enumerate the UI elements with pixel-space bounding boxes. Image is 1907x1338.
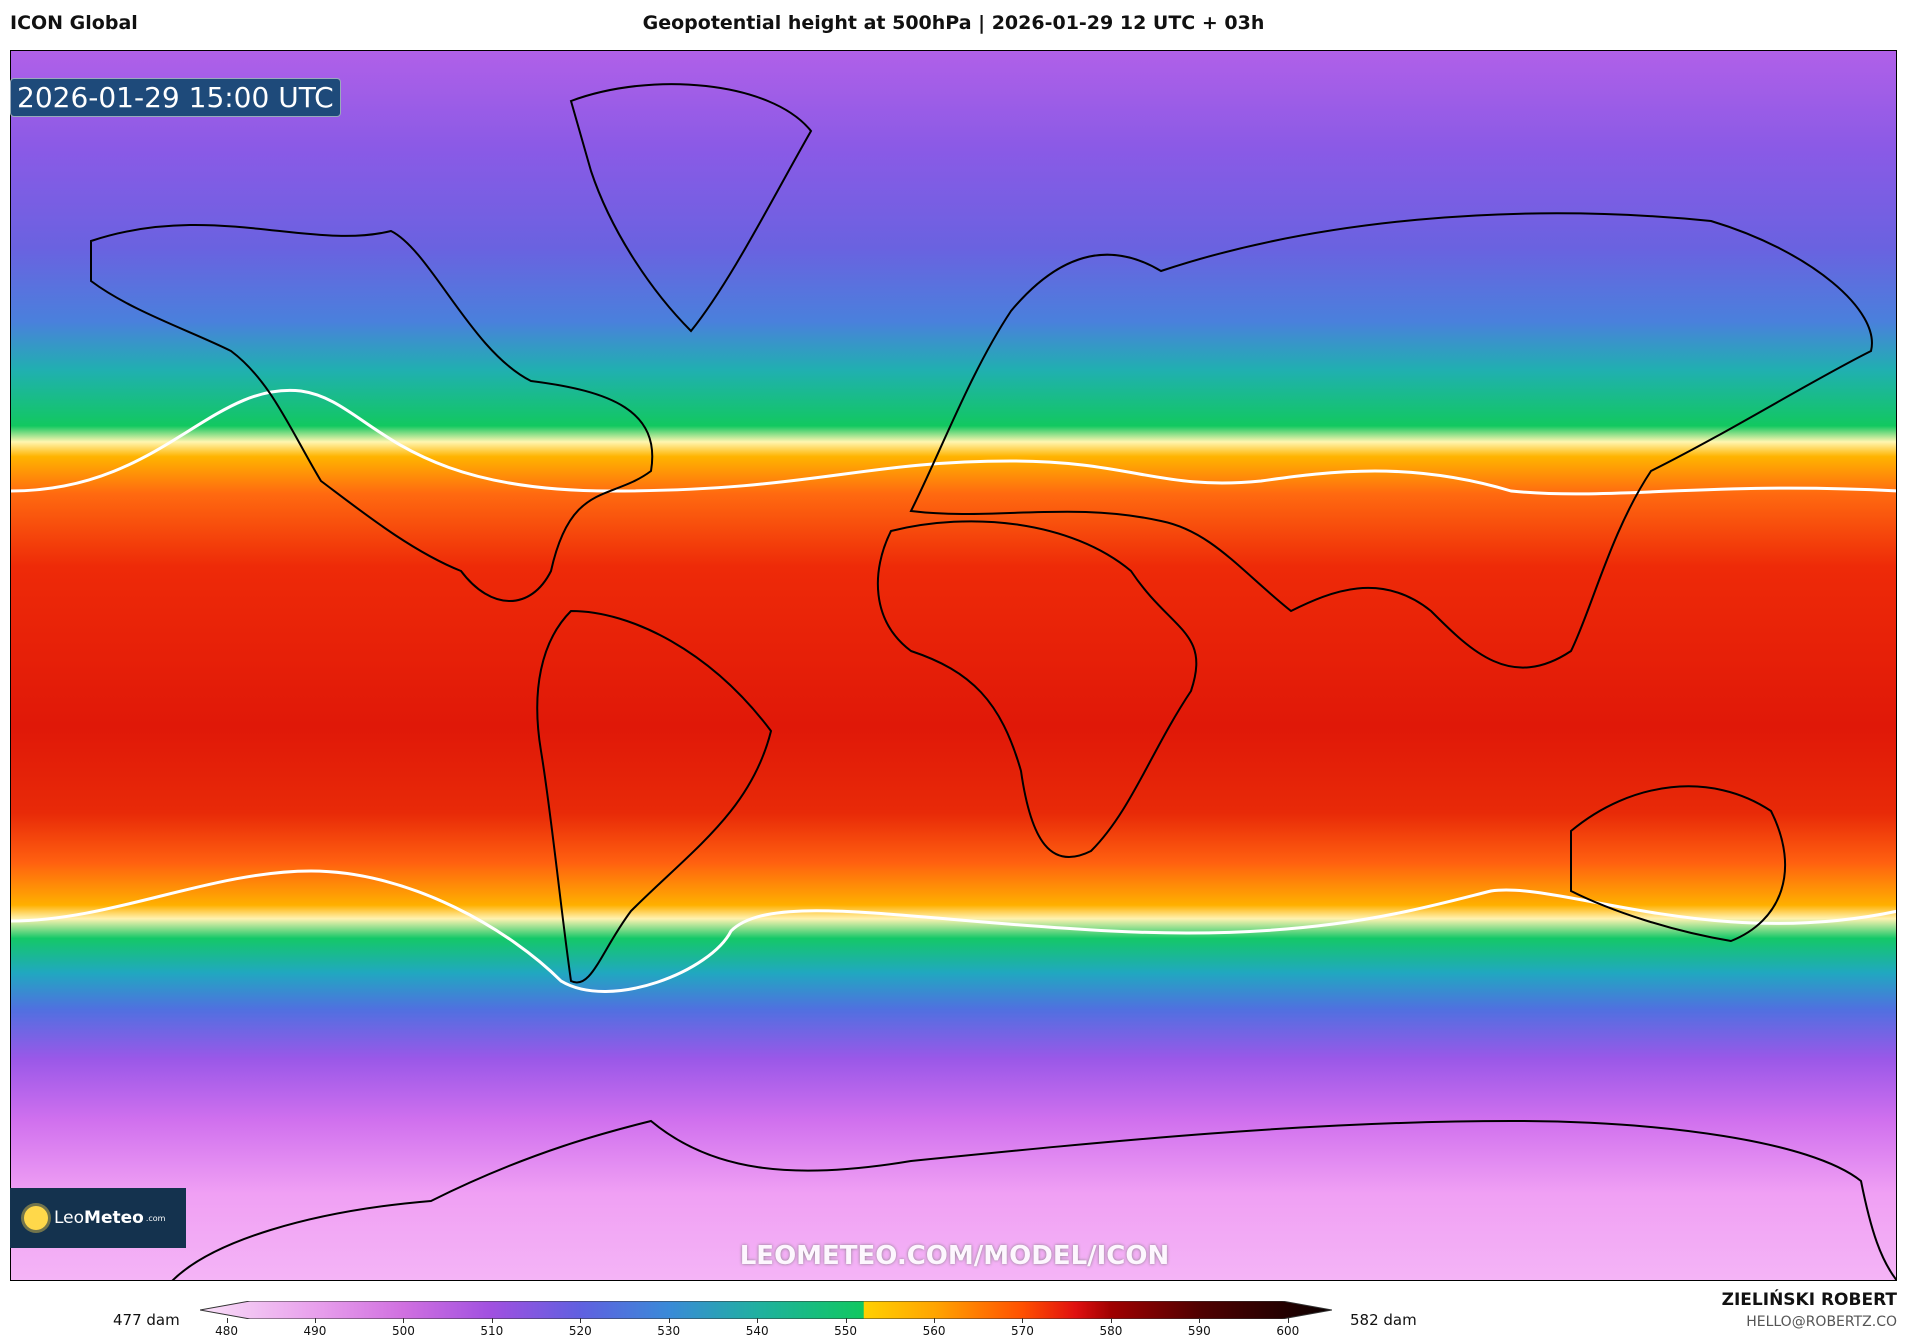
sun-icon bbox=[24, 1206, 48, 1230]
colorbar-tick-mark bbox=[1287, 1318, 1289, 1323]
geopotential-map: LEOMETEO.COM/MODEL/ICON bbox=[10, 50, 1897, 1281]
colorbar-tick-mark bbox=[934, 1318, 936, 1323]
colorbar bbox=[200, 1301, 1332, 1319]
colorbar-tick-label: 530 bbox=[657, 1324, 681, 1338]
colorbar-min-label: 477 dam bbox=[113, 1311, 180, 1329]
colorbar-tick-label: 540 bbox=[745, 1324, 769, 1338]
colorbar-max-label: 582 dam bbox=[1350, 1311, 1417, 1329]
map-title: Geopotential height at 500hPa | 2026-01-… bbox=[642, 12, 1265, 34]
colorbar-tick-label: 480 bbox=[215, 1324, 238, 1338]
colorbar-tick-label: 590 bbox=[1187, 1324, 1211, 1338]
colorbar-tick-mark bbox=[491, 1318, 493, 1323]
greenland-outline bbox=[569, 83, 813, 333]
leometeo-logo: Leo Meteo .com bbox=[10, 1188, 186, 1248]
colorbar-tick-mark bbox=[668, 1318, 670, 1323]
model-name: ICON Global bbox=[10, 12, 138, 34]
colorbar-body bbox=[200, 1301, 1332, 1319]
colorbar-tick-label: 500 bbox=[391, 1324, 415, 1338]
subtropical-boundary-south bbox=[11, 869, 1896, 993]
logo-suffix: .com bbox=[145, 1213, 166, 1223]
colorbar-tick-mark bbox=[1199, 1318, 1201, 1323]
subtropical-boundary-north bbox=[11, 388, 1896, 496]
colorbar-tick-label: 580 bbox=[1099, 1324, 1123, 1338]
colorbar-tick-mark bbox=[757, 1318, 759, 1323]
africa-outline bbox=[876, 520, 1198, 858]
eurasia-outline bbox=[909, 212, 1873, 669]
south-america-outline bbox=[536, 609, 773, 984]
colorbar-tick-label: 600 bbox=[1276, 1324, 1300, 1338]
colorbar-tick-mark bbox=[845, 1318, 847, 1323]
colorbar-tick-mark bbox=[226, 1318, 228, 1323]
logo-text-bold: Meteo bbox=[84, 1208, 144, 1228]
coastlines bbox=[11, 83, 1896, 1280]
antarctica-outline bbox=[171, 1119, 1896, 1280]
colorbar-tick-label: 560 bbox=[922, 1324, 946, 1338]
colorbar-tick-mark bbox=[1110, 1318, 1112, 1323]
colorbar-tick-mark bbox=[1022, 1318, 1024, 1323]
colorbar-tick-label: 490 bbox=[303, 1324, 327, 1338]
author-name: ZIELIŃSKI ROBERT bbox=[1721, 1290, 1897, 1310]
watermark-url: LEOMETEO.COM/MODEL/ICON bbox=[739, 1241, 1170, 1271]
colorbar-tick-label: 520 bbox=[568, 1324, 592, 1338]
valid-time-label: 2026-01-29 15:00 UTC bbox=[10, 78, 341, 117]
colorbar-tick-mark bbox=[403, 1318, 405, 1323]
colorbar-tick-label: 550 bbox=[834, 1324, 858, 1338]
colorbar-tick-label: 570 bbox=[1011, 1324, 1034, 1338]
colorbar-tick-label: 510 bbox=[480, 1324, 504, 1338]
north-america-outline bbox=[90, 224, 654, 602]
logo-text-light: Leo bbox=[54, 1208, 85, 1228]
author-email: HELLO@ROBERTZ.CO bbox=[1746, 1314, 1897, 1330]
colorbar-tick-mark bbox=[314, 1318, 316, 1323]
colorbar-tick-mark bbox=[580, 1318, 582, 1323]
australia-outline bbox=[1570, 785, 1786, 943]
